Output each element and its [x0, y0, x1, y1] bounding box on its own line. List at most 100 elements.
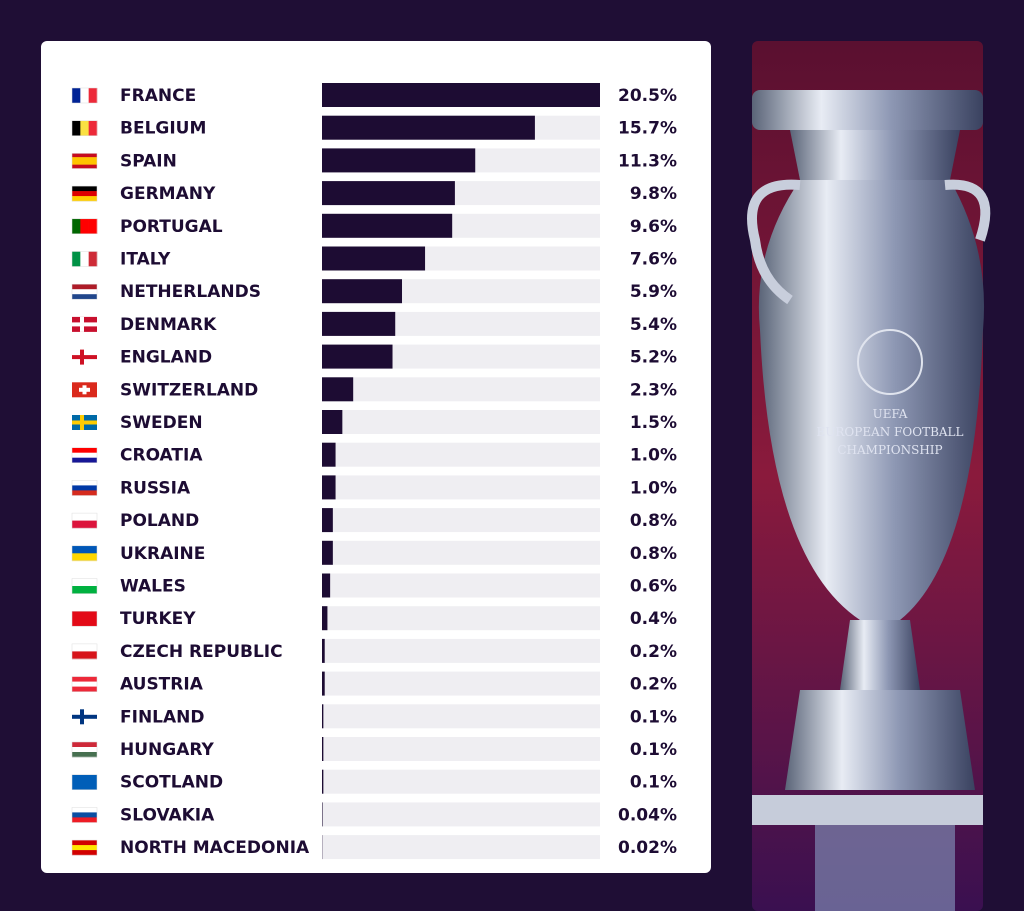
row: SPAIN 11.3% [71, 148, 677, 173]
flag [71, 610, 98, 627]
row: FINLAND 0.1% [72, 704, 677, 729]
flag-stripe [72, 520, 97, 529]
bar-track [322, 769, 600, 794]
flag-stripe [88, 88, 98, 103]
flag-stripe [72, 812, 97, 818]
row: DENMARK 5.4% [72, 311, 677, 336]
flag-stripe [72, 452, 97, 458]
flag [71, 512, 98, 529]
country-label: NETHERLANDS [120, 282, 261, 302]
trophy-stem [840, 620, 920, 690]
country-label: POLAND [120, 511, 199, 531]
bar [322, 279, 403, 304]
flag-border [71, 120, 98, 136]
value-label: 0.1% [630, 740, 677, 760]
bar [322, 181, 455, 206]
trophy-photo: UEFA EUROPEAN FOOTBALL CHAMPIONSHIP [747, 41, 991, 911]
country-label: BELGIUM [120, 119, 206, 139]
trophy-neck [790, 130, 960, 180]
flag-stripe [72, 164, 97, 169]
flag-border [71, 676, 98, 692]
value-label: 15.7% [618, 119, 677, 139]
flag-stripe [72, 817, 97, 823]
flag [71, 283, 98, 300]
value-label: 0.8% [630, 544, 677, 564]
row: UKRAINE 0.8% [71, 540, 677, 565]
bar [322, 246, 426, 271]
trophy-base [785, 690, 975, 790]
flag-stripe [88, 218, 98, 234]
value-label: 5.9% [630, 282, 677, 302]
country-label: UKRAINE [120, 544, 205, 564]
flag [71, 153, 98, 169]
country-label: TURKEY [120, 609, 196, 629]
flag [71, 120, 98, 136]
flag-stripe [72, 153, 97, 158]
flag-cross [72, 322, 97, 327]
bar-track [322, 704, 600, 729]
flag-stripe [72, 186, 97, 192]
bar [322, 737, 324, 761]
flag [72, 316, 97, 332]
bar [322, 377, 354, 402]
country-label: SWEDEN [120, 413, 203, 433]
flag-stripe [72, 513, 97, 521]
flag [72, 415, 97, 430]
value-label: 9.6% [630, 217, 677, 237]
row: PORTUGAL 9.6% [71, 213, 677, 238]
flag-stripe [72, 553, 97, 562]
flag-border [71, 545, 98, 562]
bar [322, 769, 324, 794]
bar [322, 475, 336, 500]
country-label: FRANCE [120, 86, 196, 106]
bar [322, 508, 333, 533]
country-label: SCOTLAND [120, 773, 223, 793]
flag-stripe [88, 120, 98, 136]
country-label: DENMARK [120, 315, 217, 335]
row: SLOVAKIA 0.04% [71, 802, 677, 827]
value-label: 1.5% [630, 413, 677, 433]
flag-stripe [72, 284, 97, 290]
flag-stripe [80, 251, 89, 267]
row: HUNGARY 0.1% [71, 737, 677, 761]
value-label: 0.2% [630, 675, 677, 695]
flag-border [71, 283, 98, 300]
bar [322, 410, 343, 434]
flag-cross [79, 387, 90, 392]
flag [71, 545, 98, 562]
bar-track [322, 671, 600, 696]
bar [322, 573, 331, 598]
flag-border [71, 578, 98, 594]
flag-stripe [72, 480, 97, 486]
flag [71, 643, 98, 660]
bar-track [322, 573, 600, 598]
flag-cross [72, 420, 97, 425]
flag-stripe [72, 651, 97, 660]
engraving: CHAMPIONSHIP [837, 443, 942, 457]
country-label: SLOVAKIA [120, 805, 215, 825]
value-label: 0.04% [618, 805, 677, 825]
engraving: UEFA [873, 407, 908, 421]
bar [322, 671, 325, 696]
flag-border [71, 839, 98, 856]
flag [72, 382, 97, 398]
flag-stripe [72, 747, 97, 753]
value-label: 2.3% [630, 380, 677, 400]
flag [71, 774, 98, 790]
row: SWEDEN 1.5% [72, 410, 677, 434]
flag-border [71, 480, 98, 496]
bar-track [322, 508, 600, 533]
bar-track [322, 410, 600, 434]
bar-track [322, 802, 600, 827]
flag-border [71, 185, 98, 202]
value-label: 11.3% [618, 151, 677, 171]
value-label: 0.2% [630, 642, 677, 662]
value-label: 20.5% [618, 86, 677, 106]
bar-track [322, 835, 600, 860]
flag-stripe [72, 191, 97, 197]
value-label: 0.8% [630, 511, 677, 531]
row: TURKEY 0.4% [71, 606, 677, 631]
row: AUSTRIA 0.2% [71, 671, 677, 696]
flag-stripe [80, 88, 89, 103]
